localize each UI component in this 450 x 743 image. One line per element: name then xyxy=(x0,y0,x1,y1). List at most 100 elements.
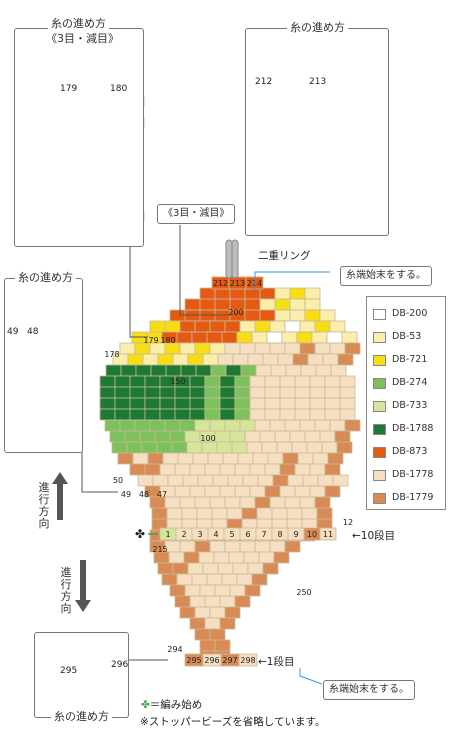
bead xyxy=(234,485,251,498)
panel-title: 糸の進め方 xyxy=(287,21,348,34)
bead xyxy=(269,540,286,553)
bead xyxy=(330,364,347,377)
bead xyxy=(255,364,272,377)
thread-path xyxy=(254,271,330,290)
bead xyxy=(258,551,275,564)
bead xyxy=(189,386,206,399)
bead xyxy=(264,375,281,388)
bead xyxy=(216,441,233,454)
bead xyxy=(209,606,226,619)
bead xyxy=(304,287,321,300)
bead xyxy=(231,441,248,454)
direction-char: 行 xyxy=(60,578,72,591)
bead xyxy=(240,364,257,377)
bead xyxy=(99,386,116,399)
legend-swatch xyxy=(373,447,386,458)
bead xyxy=(304,298,321,311)
bead xyxy=(259,298,276,311)
bead xyxy=(244,298,261,311)
bead xyxy=(224,540,241,553)
bead xyxy=(174,386,191,399)
bead xyxy=(272,474,289,487)
bead xyxy=(279,408,296,421)
bead-number: 50 xyxy=(113,476,123,485)
bead xyxy=(302,474,319,487)
bead xyxy=(159,408,176,421)
bead xyxy=(132,452,149,465)
panel-thread-path-ring xyxy=(245,28,389,236)
bead xyxy=(259,309,276,322)
bead xyxy=(262,562,279,575)
bead xyxy=(165,364,182,377)
bead-number: 297 xyxy=(222,656,237,665)
bead xyxy=(254,496,271,509)
legend-swatch xyxy=(373,401,386,412)
bead xyxy=(184,298,201,311)
bead xyxy=(244,309,261,322)
bead xyxy=(259,287,276,300)
clover-icon: ✤ xyxy=(141,699,150,711)
bead xyxy=(264,463,281,476)
panel-thread-path-3moku xyxy=(14,28,144,247)
note-start: ✤＝編み始め xyxy=(141,697,202,712)
bead xyxy=(194,606,211,619)
bead xyxy=(282,452,299,465)
bead xyxy=(269,419,286,432)
bead xyxy=(271,507,288,520)
bead-number: 2 xyxy=(181,530,186,539)
bead xyxy=(327,452,344,465)
panel-thread-path-bottom xyxy=(34,632,129,718)
bead xyxy=(174,463,191,476)
bead xyxy=(299,496,316,509)
bead xyxy=(249,386,266,399)
direction-char: 方 xyxy=(38,505,50,518)
bead xyxy=(124,430,141,443)
bead xyxy=(315,364,332,377)
bead xyxy=(274,298,291,311)
bead xyxy=(285,364,302,377)
bead xyxy=(306,441,323,454)
bead xyxy=(105,364,122,377)
bead xyxy=(147,452,164,465)
bead xyxy=(224,606,241,619)
bead xyxy=(194,628,211,641)
bead xyxy=(269,320,286,333)
bead xyxy=(144,375,161,388)
bead xyxy=(309,463,326,476)
bead xyxy=(204,386,221,399)
bead xyxy=(284,419,301,432)
bead-number: 215 xyxy=(152,545,167,554)
bead xyxy=(114,397,131,410)
bead xyxy=(239,342,256,355)
bead xyxy=(234,375,251,388)
bead xyxy=(224,342,241,355)
bead xyxy=(232,562,249,575)
bead xyxy=(129,408,146,421)
direction-char: 行 xyxy=(38,493,50,506)
bead xyxy=(164,320,181,333)
bead-number: 213 xyxy=(230,279,245,288)
legend-swatch xyxy=(373,424,386,435)
bead xyxy=(204,485,221,498)
bead xyxy=(273,551,290,564)
bead xyxy=(332,474,349,487)
bead xyxy=(134,419,151,432)
bead xyxy=(182,474,199,487)
bead xyxy=(126,441,143,454)
bead xyxy=(284,496,301,509)
legend-label: DB-53 xyxy=(392,331,422,342)
thread-path xyxy=(299,668,323,685)
bead xyxy=(212,474,229,487)
double-ring-icon xyxy=(231,239,239,279)
direction-label-down: 進行方向 xyxy=(60,567,72,615)
bead xyxy=(221,573,238,586)
bead xyxy=(289,287,306,300)
bead xyxy=(217,562,234,575)
bead xyxy=(194,496,211,509)
bead-number: 1 xyxy=(165,530,170,539)
bead xyxy=(159,463,176,476)
bead-number: 178 xyxy=(104,350,119,359)
bead xyxy=(234,397,251,410)
bead xyxy=(176,331,193,344)
bead xyxy=(209,628,226,641)
